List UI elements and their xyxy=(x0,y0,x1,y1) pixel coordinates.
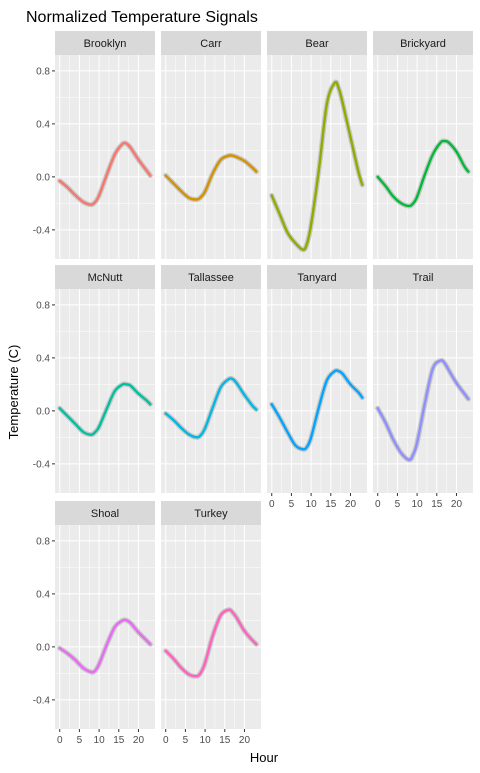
panel-background xyxy=(161,525,261,729)
facet-strip xyxy=(55,265,155,289)
x-tick-label: 0 xyxy=(375,499,381,510)
facet-strip-label: Carr xyxy=(200,38,222,50)
facet-strip-label: Brickyard xyxy=(400,38,446,50)
x-axis-label: Hour xyxy=(250,750,279,765)
facet-strip xyxy=(373,31,473,55)
x-tick-label: 15 xyxy=(325,499,337,510)
facet-panel-carr: Carr xyxy=(161,31,261,259)
y-tick-label: 0.0 xyxy=(36,406,50,417)
chart-title: Normalized Temperature Signals xyxy=(26,9,258,26)
x-tick-label: 0 xyxy=(269,499,275,510)
x-tick-label: 5 xyxy=(395,499,401,510)
panel-background xyxy=(161,289,261,493)
x-tick-label: 0 xyxy=(163,735,169,746)
panel-background xyxy=(161,55,261,259)
x-tick-label: 10 xyxy=(412,499,424,510)
y-tick-label: 0.0 xyxy=(36,172,50,183)
x-tick-label: 20 xyxy=(451,499,463,510)
x-tick-label: 10 xyxy=(200,735,212,746)
facet-strip-label: Bear xyxy=(305,38,329,50)
facet-strip xyxy=(267,265,367,289)
y-axis-label: Temperature (C) xyxy=(6,345,21,440)
y-tick-label: -0.4 xyxy=(33,225,51,236)
series-line-trail xyxy=(376,359,470,462)
series-line-shoal xyxy=(58,618,152,674)
x-tick-label: 20 xyxy=(345,499,357,510)
series-line-carr xyxy=(164,154,258,201)
facet-strip xyxy=(55,31,155,55)
facet-strip xyxy=(161,501,261,525)
series-line-mcnutt xyxy=(58,382,152,436)
facet-strip xyxy=(55,501,155,525)
series-line-bear xyxy=(270,80,364,251)
facet-panel-tallassee: Tallassee xyxy=(161,265,261,493)
facet-strip-label: Brooklyn xyxy=(84,38,127,50)
x-tick-label: 10 xyxy=(94,735,106,746)
y-tick-label: 0.4 xyxy=(36,589,50,600)
x-tick-label: 15 xyxy=(431,499,443,510)
facet-strip-label: Turkey xyxy=(194,508,228,520)
y-tick-label: 0.8 xyxy=(36,66,50,77)
series-line-tallassee xyxy=(164,377,258,439)
series-line-turkey xyxy=(164,608,258,678)
x-tick-label: 5 xyxy=(289,499,295,510)
panel-background xyxy=(267,289,367,493)
y-tick-label: 0.8 xyxy=(36,536,50,547)
panel-background xyxy=(55,55,155,259)
x-tick-label: 0 xyxy=(57,735,63,746)
x-tick-label: 15 xyxy=(219,735,231,746)
x-tick-label: 20 xyxy=(239,735,251,746)
x-tick-label: 20 xyxy=(133,735,145,746)
facet-strip-label: McNutt xyxy=(88,272,123,284)
facet-strip xyxy=(373,265,473,289)
facet-strip-label: Tanyard xyxy=(297,272,336,284)
y-tick-label: 0.0 xyxy=(36,642,50,653)
y-tick-label: -0.4 xyxy=(33,695,51,706)
panel-background xyxy=(267,55,367,259)
y-tick-label: 0.8 xyxy=(36,300,50,311)
series-line-brooklyn xyxy=(58,141,152,206)
facet-strip xyxy=(267,31,367,55)
facet-panel-mcnutt: McNutt -0.4 0.0 0.4 0.8 xyxy=(33,265,155,493)
facet-panel-shoal: Shoal -0.4 0.0 0.4 0.8 0 5 10 15 20 xyxy=(33,501,155,746)
y-tick-label: 0.4 xyxy=(36,119,50,130)
facet-panel-turkey: Turkey 0 5 10 15 20 xyxy=(161,501,261,746)
x-tick-label: 5 xyxy=(77,735,83,746)
facet-strip-label: Shoal xyxy=(91,508,119,520)
panel-background xyxy=(373,289,473,493)
facet-panel-tanyard: Tanyard 0 5 10 15 20 xyxy=(267,265,367,510)
facet-panel-brooklyn: Brooklyn -0.4 0.0 0.4 0.8 xyxy=(33,31,155,259)
panel-background xyxy=(55,289,155,493)
x-tick-label: 15 xyxy=(113,735,125,746)
facet-strip-label: Tallassee xyxy=(188,272,234,284)
facet-strip xyxy=(161,265,261,289)
x-tick-label: 5 xyxy=(183,735,189,746)
facet-panel-bear: Bear xyxy=(267,31,367,259)
facet-panel-brickyard: Brickyard xyxy=(373,31,473,259)
facet-panel-trail: Trail 0 5 10 15 20 xyxy=(373,265,473,510)
y-tick-label: 0.4 xyxy=(36,353,50,364)
x-tick-label: 10 xyxy=(306,499,318,510)
facet-strip-label: Trail xyxy=(413,272,434,284)
series-line-brickyard xyxy=(376,139,470,208)
facet-strip xyxy=(161,31,261,55)
series-line-tanyard xyxy=(270,369,364,451)
y-tick-label: -0.4 xyxy=(33,459,51,470)
panel-background xyxy=(55,525,155,729)
